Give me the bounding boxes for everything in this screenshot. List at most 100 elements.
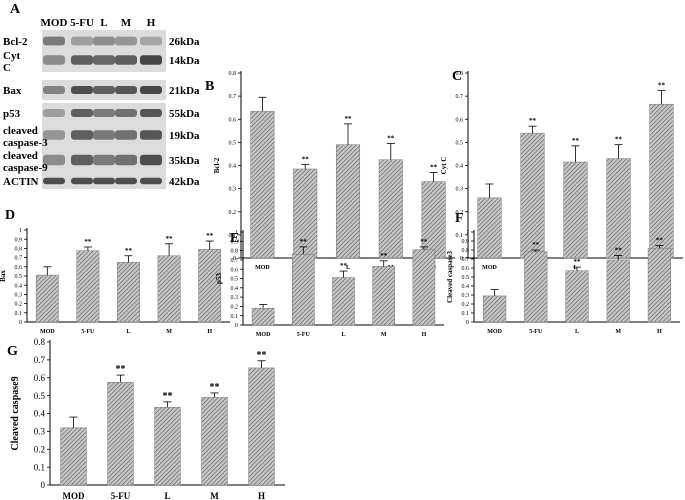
x-tick-label: 5-FU (81, 329, 95, 335)
protein-label: Bax (3, 85, 22, 97)
significance-marker: ** (574, 258, 582, 266)
x-tick-label: MOD (40, 329, 55, 335)
significance-marker: ** (206, 232, 214, 240)
y-tick-label: 0.3 (231, 295, 239, 301)
y-tick-label: 0.1 (462, 311, 470, 317)
x-tick-label: MOD (482, 265, 497, 271)
bar (335, 144, 361, 259)
y-tick-label: 0.1 (229, 233, 237, 239)
protein-label: ACTIN (3, 176, 39, 188)
bar (524, 251, 548, 323)
blot-band (93, 109, 115, 117)
blot-band (115, 55, 137, 65)
y-tick-label: 1 (466, 230, 469, 236)
blot-band (43, 55, 65, 65)
significance-marker: ** (300, 238, 308, 246)
bar (60, 427, 87, 486)
significance-marker: ** (572, 137, 580, 145)
y-tick-label: 0.2 (34, 444, 45, 454)
x-tick-label: L (575, 329, 579, 335)
bar (35, 274, 59, 323)
chart-d: D 0 0.1 0.2 0.3 0.4 0.5 0.6 0.7 0.8 0.9 1 Bax MOD ** 5-… (0, 208, 230, 335)
y-tick-label: 0.6 (229, 117, 237, 123)
lane-label: L (100, 17, 107, 29)
y-tick-label: 0.9 (231, 239, 239, 245)
lane-label: H (147, 17, 156, 29)
x-tick-label: M (381, 332, 387, 338)
y-tick-label: 0.7 (456, 94, 464, 100)
blot-band (43, 154, 65, 166)
blot-band (43, 177, 65, 185)
panel-letter: E (230, 231, 239, 246)
blot-band (93, 130, 115, 140)
blot-band (115, 154, 137, 166)
bar (157, 255, 181, 323)
significance-marker: ** (658, 81, 666, 89)
chart-b: B00.10.20.30.40.50.60.70.8Bcl-2MOD**5-FU… (205, 71, 455, 271)
panel-letter: G (7, 344, 18, 359)
blot-band (93, 36, 115, 46)
y-tick-label: 0.2 (229, 210, 237, 216)
x-tick-label: M (210, 491, 219, 500)
bar (250, 110, 275, 259)
lane-label: MOD (41, 17, 68, 29)
significance-marker: ** (340, 262, 348, 270)
y-tick-label: 0.4 (34, 409, 46, 419)
blot-band (43, 36, 65, 46)
x-tick-label: 5-FU (297, 332, 311, 338)
y-tick-label: 0.6 (34, 373, 46, 383)
y-tick-label: 0.5 (462, 275, 470, 281)
y-tick-label: 0.3 (462, 293, 470, 299)
chart-f: F 0 0.1 0.2 0.3 0.4 0.5 0.6 0.7 0.8 0.9 1 Cleaved ca… (446, 211, 680, 335)
blot-band (140, 154, 162, 166)
significance-marker: ** (257, 350, 267, 361)
chart-e: E 0 0.1 0.2 0.3 0.4 0.5 0.6 0.7 0.8 0.9 1 p53 MOD ** 5-… (215, 230, 444, 338)
y-tick-label: 0 (466, 320, 469, 326)
blot-band (71, 154, 93, 166)
blot-band (93, 154, 115, 166)
panel-letter: B (205, 79, 214, 94)
protein-label: Cyt C (3, 50, 20, 74)
y-tick-label: 0.5 (456, 140, 464, 146)
significance-marker: ** (345, 115, 353, 123)
y-axis-label: Cleaved caspase9 (10, 376, 21, 450)
kda-label: 35kDa (169, 155, 200, 167)
x-tick-label: 5-FU (111, 491, 131, 500)
blot-band (71, 36, 93, 46)
x-tick-label: MOD (63, 491, 85, 500)
x-tick-label: MOD (255, 265, 270, 271)
blot-band (71, 86, 93, 94)
protein-label: cleaved caspase-9 (3, 150, 48, 174)
y-tick-label: 0 (41, 480, 46, 490)
lane-label: 5-FU (70, 17, 94, 29)
y-tick-label: 0.4 (231, 286, 239, 292)
y-tick-label: 1 (19, 228, 22, 234)
bar (372, 266, 396, 326)
significance-marker: ** (615, 136, 623, 144)
significance-marker: ** (116, 364, 126, 375)
significance-marker: ** (84, 238, 92, 246)
y-tick-label: 0.7 (231, 258, 239, 264)
panel-letter: C (452, 69, 462, 84)
y-tick-label: 0.4 (462, 284, 470, 290)
y-tick-label: 0.3 (15, 293, 23, 299)
x-tick-label: L (346, 265, 350, 271)
bar (477, 197, 502, 259)
blot-band (140, 177, 162, 185)
bar (154, 406, 181, 486)
panel-letter: F (455, 211, 464, 226)
x-tick-label: MOD (487, 329, 502, 335)
y-tick-label: 0.9 (462, 239, 470, 245)
blot-band (93, 55, 115, 65)
significance-marker: ** (163, 391, 173, 402)
y-tick-label: 0.7 (229, 94, 237, 100)
y-axis-label: Cyt C (440, 157, 448, 175)
bar (107, 381, 134, 486)
y-tick-label: 0.7 (462, 257, 470, 263)
bar (198, 249, 222, 323)
significance-marker: ** (615, 246, 623, 254)
kda-label: 19kDa (169, 130, 200, 142)
blot-band (140, 130, 162, 140)
